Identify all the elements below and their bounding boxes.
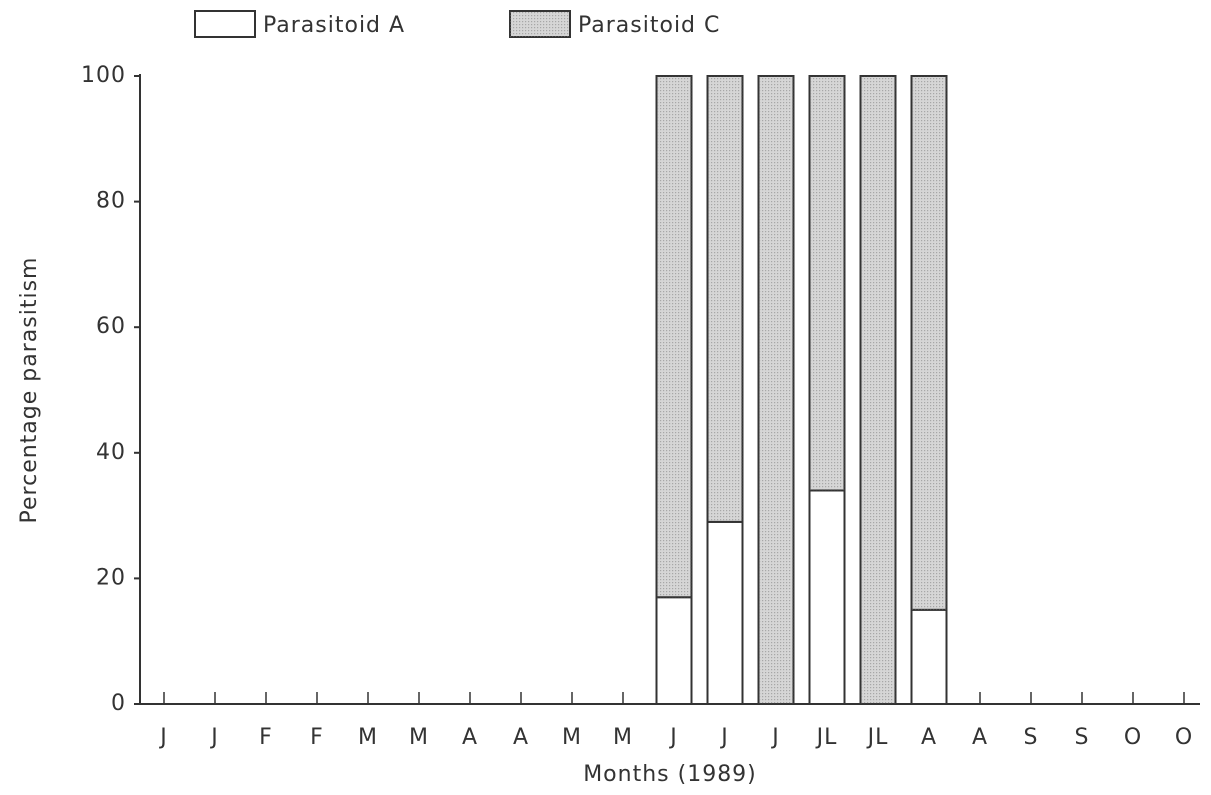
x-tick-label: M — [613, 725, 633, 750]
x-tick-label: A — [513, 725, 529, 750]
bar-segment — [655, 596, 693, 705]
bar-texture — [758, 76, 794, 704]
x-tick-label: JL — [866, 725, 889, 750]
legend-swatch — [194, 10, 256, 38]
x-tick-label: F — [310, 725, 324, 750]
x-tick-label: S — [1075, 725, 1090, 750]
x-tick-label: J — [209, 725, 219, 750]
legend-label: Parasitoid C — [578, 13, 720, 38]
bar-texture — [911, 76, 947, 610]
x-tick-label: M — [358, 725, 378, 750]
x-tick-label: O — [1175, 725, 1193, 750]
x-tick-label: M — [409, 725, 429, 750]
bar-segment — [910, 608, 948, 705]
x-tick-label: M — [562, 725, 582, 750]
y-tick-label: 60 — [96, 314, 126, 339]
y-tick-label: 80 — [96, 189, 126, 214]
legend-label: Parasitoid A — [263, 13, 405, 38]
bar-segment — [808, 489, 846, 706]
bar-texture — [707, 76, 743, 522]
x-tick-label: F — [259, 725, 273, 750]
y-tick-label: 40 — [96, 440, 126, 465]
y-tick-label: 20 — [96, 565, 126, 590]
x-tick-label: A — [462, 725, 478, 750]
x-tick-label: J — [668, 725, 678, 750]
x-tick-label: O — [1124, 725, 1142, 750]
x-tick-label: J — [158, 725, 168, 750]
y-tick-label: 0 — [111, 691, 126, 716]
bar-segment — [706, 520, 744, 705]
x-tick-label: J — [770, 725, 780, 750]
bar-texture — [860, 76, 896, 704]
bar-texture — [809, 76, 845, 491]
y-tick-label: 100 — [81, 63, 126, 88]
x-tick-label: A — [921, 725, 937, 750]
y-axis-label: Percentage parasitism — [17, 257, 42, 524]
x-tick-label: JL — [815, 725, 838, 750]
bar-texture — [656, 76, 692, 598]
legend-texture — [510, 11, 570, 37]
x-tick-label: A — [972, 725, 988, 750]
x-tick-label: S — [1024, 725, 1039, 750]
x-axis-label: Months (1989) — [583, 762, 757, 787]
x-tick-label: J — [719, 725, 729, 750]
